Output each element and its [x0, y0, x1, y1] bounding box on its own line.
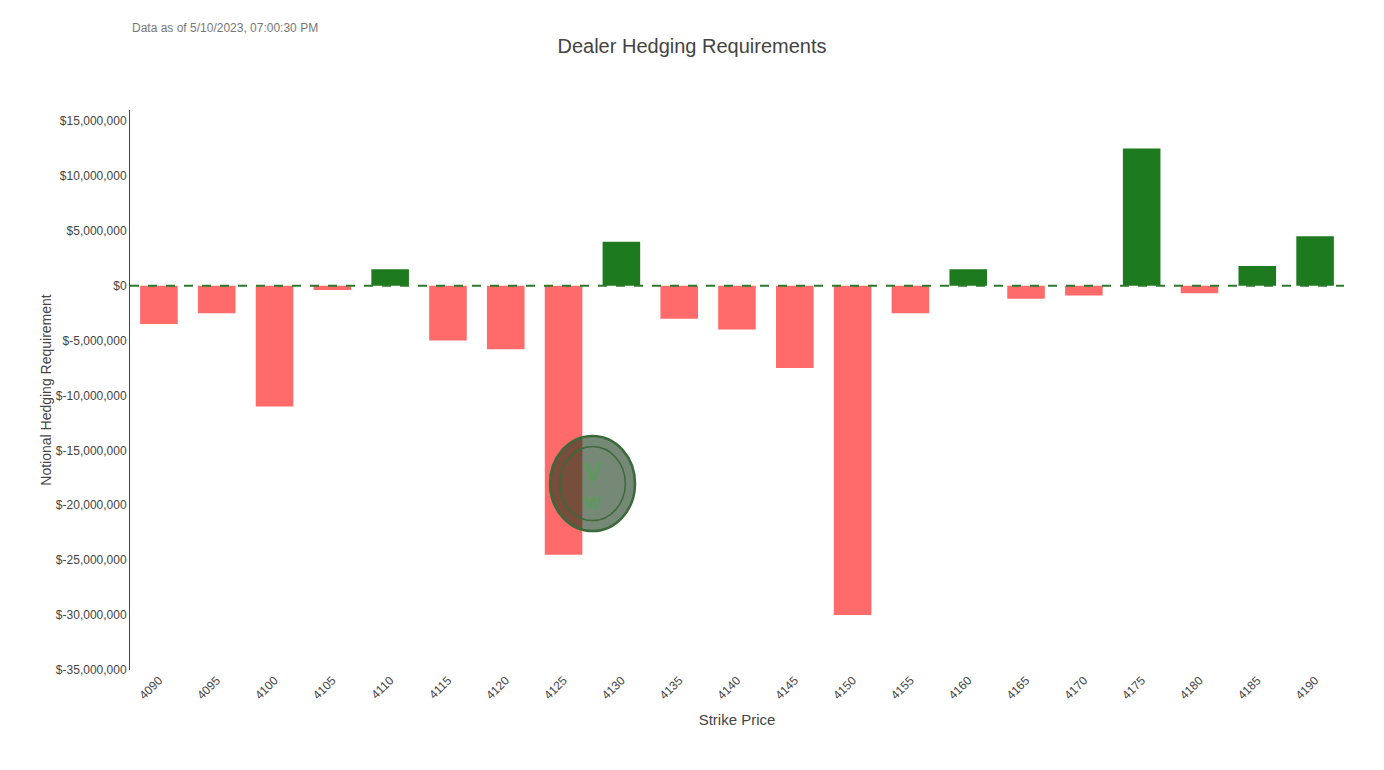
svg-text:$-35,000,000: $-35,000,000: [56, 663, 127, 677]
svg-text:$0: $0: [113, 279, 127, 293]
svg-text:$-10,000,000: $-10,000,000: [56, 389, 127, 403]
svg-text:4135: 4135: [657, 673, 686, 702]
svg-text:$-15,000,000: $-15,000,000: [56, 444, 127, 458]
svg-text:4145: 4145: [772, 673, 801, 702]
svg-text:4110: 4110: [368, 673, 396, 701]
svg-text:4185: 4185: [1235, 673, 1264, 702]
svg-text:4190: 4190: [1293, 673, 1322, 702]
svg-text:4100: 4100: [252, 673, 281, 702]
svg-text:4180: 4180: [1177, 673, 1206, 702]
svg-text:4160: 4160: [946, 673, 975, 702]
svg-text:$15,000,000: $15,000,000: [60, 114, 127, 128]
svg-text:4175: 4175: [1119, 673, 1148, 702]
svg-text:4130: 4130: [599, 673, 628, 702]
svg-text:$-25,000,000: $-25,000,000: [56, 553, 127, 567]
svg-text:W: W: [584, 494, 601, 513]
svg-text:$10,000,000: $10,000,000: [60, 169, 127, 183]
svg-text:$-30,000,000: $-30,000,000: [56, 608, 127, 622]
svg-text:4150: 4150: [830, 673, 859, 702]
svg-text:Notional Hedging Requirement: Notional Hedging Requirement: [38, 294, 54, 486]
svg-text:$-5,000,000: $-5,000,000: [63, 334, 127, 348]
svg-text:4170: 4170: [1061, 673, 1090, 702]
svg-text:$-20,000,000: $-20,000,000: [56, 498, 127, 512]
svg-text:4095: 4095: [194, 673, 223, 702]
svg-text:4125: 4125: [541, 673, 570, 702]
svg-text:4140: 4140: [715, 673, 744, 702]
svg-text:4115: 4115: [426, 673, 454, 701]
svg-text:V: V: [584, 457, 602, 487]
svg-text:4090: 4090: [136, 673, 165, 702]
svg-text:4105: 4105: [310, 673, 339, 702]
svg-text:4120: 4120: [483, 673, 512, 702]
svg-text:$5,000,000: $5,000,000: [67, 224, 127, 238]
svg-text:Data as of 5/10/2023, 07:00:30: Data as of 5/10/2023, 07:00:30 PM: [132, 21, 318, 35]
svg-text:Dealer Hedging Requirements: Dealer Hedging Requirements: [557, 35, 826, 57]
svg-text:4165: 4165: [1004, 673, 1033, 702]
svg-text:4155: 4155: [888, 673, 917, 702]
svg-text:Strike Price: Strike Price: [699, 711, 776, 728]
